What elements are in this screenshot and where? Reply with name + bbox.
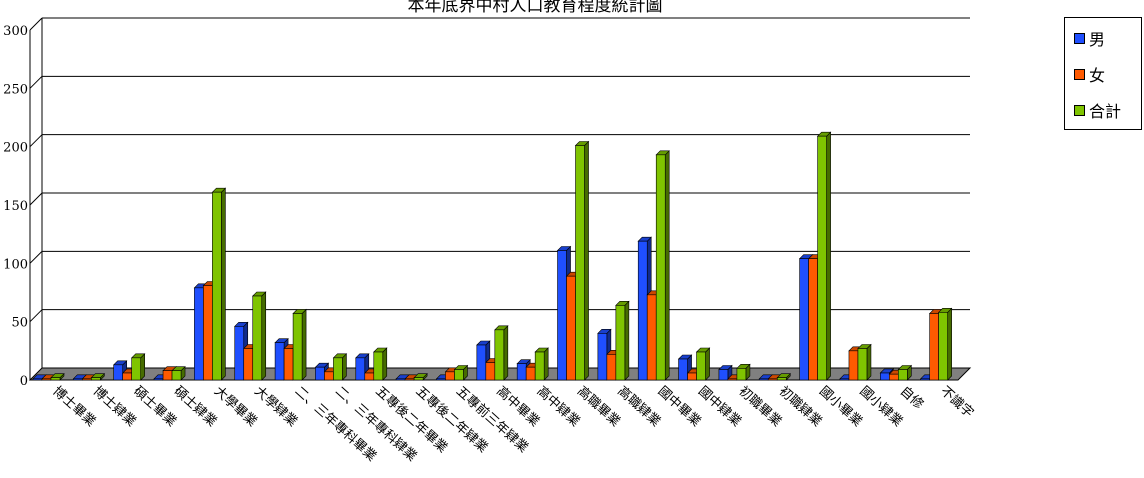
legend-label-total: 合計 (1089, 102, 1122, 121)
gridline-side (29, 192, 43, 206)
chart-axes (29, 18, 43, 380)
bar (695, 347, 711, 381)
legend-item-female: 女 (1074, 64, 1106, 85)
bar (130, 353, 146, 381)
gridline-side (29, 250, 43, 264)
gridline-side (29, 17, 43, 31)
bar (413, 372, 428, 381)
bar (615, 300, 630, 381)
x-tick-label: 碩士肄業 (171, 383, 220, 430)
bar (937, 307, 953, 381)
bar (90, 372, 106, 381)
y-tick-label: 250 (3, 82, 28, 97)
y-tick-labels: 0 50 100 150 200 250 300 (3, 24, 28, 389)
bar (736, 363, 751, 381)
x-tick-label: 初職畢業 (735, 383, 784, 430)
legend-item-total: 合計 (1074, 100, 1122, 121)
x-tick-label: 高職肄業 (614, 383, 663, 430)
gridline-side (29, 309, 43, 323)
bar (574, 140, 590, 381)
x-tick-label: 五專後二年肄業 (413, 383, 491, 456)
x-tick-label: 初職肄業 (776, 383, 825, 430)
x-tick-label: 五專後二年畢業 (372, 383, 450, 456)
x-tick-label: 博士肄業 (90, 383, 139, 430)
bar (252, 291, 267, 381)
bar (292, 308, 307, 381)
bar (494, 325, 509, 381)
x-tick-label: 國中肄業 (695, 383, 744, 430)
legend-swatch-female (1074, 68, 1085, 80)
y-tick-label: 0 (20, 374, 28, 389)
y-tick-label: 100 (3, 257, 28, 272)
legend-swatch-male (1074, 32, 1085, 44)
bar (897, 364, 913, 381)
x-tick-label: 國小肄業 (856, 383, 905, 430)
chart-title: 本年底界中村人口教育程度統計圖 (407, 0, 663, 16)
y-tick-label: 50 (11, 316, 28, 331)
legend-label-male: 男 (1089, 30, 1106, 49)
gridline-side (29, 75, 43, 89)
bar (171, 365, 186, 381)
bar (534, 347, 549, 381)
y-tick-label: 300 (3, 24, 28, 39)
legend-label-female: 女 (1089, 66, 1106, 85)
x-tick-label: 自修 (897, 384, 926, 413)
x-tick-label: 大學肄業 (251, 383, 300, 430)
x-tick-label: 五專前三年肄業 (453, 383, 531, 456)
bar (373, 347, 388, 381)
x-tick-label: 碩士畢業 (130, 383, 179, 430)
bar (50, 372, 65, 381)
y-tick-label: 200 (3, 141, 28, 156)
y-tick-label: 150 (3, 199, 28, 214)
bar (655, 150, 670, 381)
gridline-side (29, 134, 43, 148)
x-tick-label: 高中肄業 (534, 383, 583, 430)
x-tick-label: 國中畢業 (655, 383, 704, 430)
bar (816, 131, 832, 381)
x-tick-labels: 博士畢業博士肄業碩士畢業碩士肄業大學畢業大學肄業二、三年專科畢業二、三年專科肄業… (49, 383, 976, 464)
x-tick-label: 博士畢業 (49, 383, 98, 430)
x-tick-label: 高職畢業 (574, 383, 623, 430)
chart-bars (32, 131, 953, 381)
bar (453, 364, 469, 381)
bar (332, 353, 348, 381)
legend: 男 女 合計 (1064, 17, 1142, 130)
x-tick-label: 不識字 (937, 384, 976, 421)
bar (211, 187, 227, 381)
x-tick-label: 大學畢業 (211, 383, 260, 430)
x-tick-label: 國小畢業 (816, 383, 865, 430)
legend-swatch-total (1074, 104, 1085, 116)
legend-item-male: 男 (1074, 28, 1106, 49)
bar (776, 372, 791, 381)
bar (857, 343, 872, 381)
